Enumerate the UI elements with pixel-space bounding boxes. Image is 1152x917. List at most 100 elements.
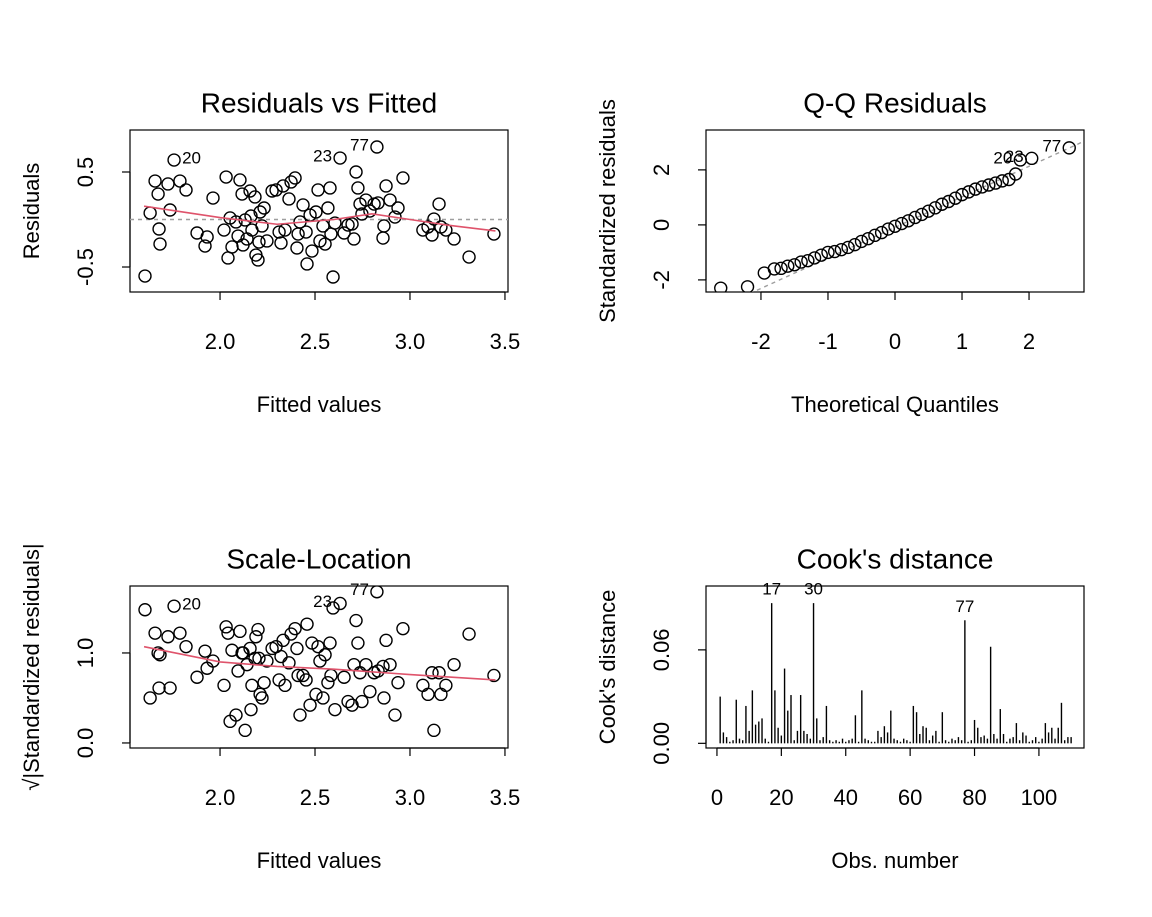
point [328, 702, 342, 717]
x-tick-label: 3.5 [490, 785, 521, 810]
point [351, 636, 365, 650]
y-tick-label: 0.00 [649, 722, 674, 765]
y-tick-label: 1.0 [73, 638, 98, 669]
point [432, 666, 446, 680]
point [179, 183, 193, 197]
x-axis-label: Obs. number [831, 848, 958, 873]
point [787, 258, 802, 272]
point [148, 626, 162, 640]
point [383, 193, 397, 207]
point [179, 639, 193, 654]
reference-line [751, 140, 1084, 292]
point [935, 197, 949, 211]
x-axis-label: Fitted values [257, 848, 382, 873]
point [908, 210, 922, 225]
point [915, 207, 929, 222]
point [200, 230, 214, 244]
point [219, 170, 233, 184]
point [233, 173, 247, 187]
point-label: 17 [762, 580, 781, 599]
point [233, 624, 247, 639]
point [377, 691, 391, 705]
point [311, 639, 325, 654]
point [143, 691, 157, 705]
point [293, 708, 307, 722]
point [333, 596, 347, 611]
point [487, 668, 501, 683]
point [421, 687, 435, 702]
x-tick-label: 80 [962, 785, 986, 810]
point [425, 666, 439, 680]
point [333, 151, 347, 165]
point [975, 180, 989, 194]
point [153, 237, 167, 251]
plot-frame [705, 129, 1085, 293]
y-tick-label: -2 [649, 270, 674, 290]
point [370, 586, 384, 599]
point [432, 197, 446, 211]
point [161, 630, 175, 644]
x-tick-label: 2.5 [300, 329, 331, 354]
point [388, 708, 402, 722]
point [888, 219, 902, 233]
point [349, 613, 363, 628]
point [303, 698, 317, 712]
point [371, 664, 385, 678]
x-tick-label: -1 [818, 329, 838, 354]
point [236, 646, 250, 660]
point [299, 673, 313, 687]
x-tick-label: 0 [711, 785, 723, 810]
y-axis-label: Cook's distance [595, 590, 620, 745]
panel: Residuals vs Fitted Fitted values Residual… [19, 87, 520, 416]
point [834, 242, 849, 257]
point [807, 251, 822, 265]
point [251, 253, 265, 267]
y-tick-label: 0 [649, 219, 674, 231]
point [895, 216, 909, 231]
point [229, 708, 243, 722]
point [801, 253, 815, 268]
point [260, 234, 274, 248]
point [1062, 141, 1076, 155]
point-label: 77 [955, 597, 974, 616]
x-tick-label: 2.0 [205, 785, 236, 810]
point [326, 270, 340, 284]
point [252, 235, 266, 249]
x-tick-label: 2.0 [205, 329, 236, 354]
smooth-line [143, 205, 496, 232]
point [198, 644, 212, 658]
x-tick-label: 3.0 [395, 785, 426, 810]
point [244, 702, 258, 717]
x-tick-label: 2.5 [300, 785, 331, 810]
point [781, 259, 795, 273]
point-label: 30 [804, 580, 823, 599]
smooth-line [143, 645, 496, 681]
point [296, 198, 310, 212]
point [255, 691, 269, 705]
x-tick-label: 100 [1021, 785, 1058, 810]
point [288, 171, 302, 185]
point [928, 201, 942, 215]
point [300, 257, 314, 271]
y-tick-label: 0.0 [73, 728, 98, 759]
point [328, 216, 342, 230]
point [383, 657, 397, 672]
point [309, 687, 323, 702]
point [821, 245, 835, 260]
chart-title: Cook's distance [797, 543, 994, 574]
point [316, 691, 330, 705]
point [217, 223, 231, 237]
point [321, 675, 335, 690]
point [152, 681, 166, 695]
point [351, 181, 365, 195]
y-tick-label: 0.06 [649, 628, 674, 671]
x-tick-label: 3.0 [395, 329, 426, 354]
point [291, 668, 305, 683]
point-label: 20 [182, 595, 201, 614]
point [462, 627, 476, 641]
point-label: 20 [182, 149, 201, 168]
point [138, 603, 152, 617]
plot-frame [705, 585, 1085, 749]
